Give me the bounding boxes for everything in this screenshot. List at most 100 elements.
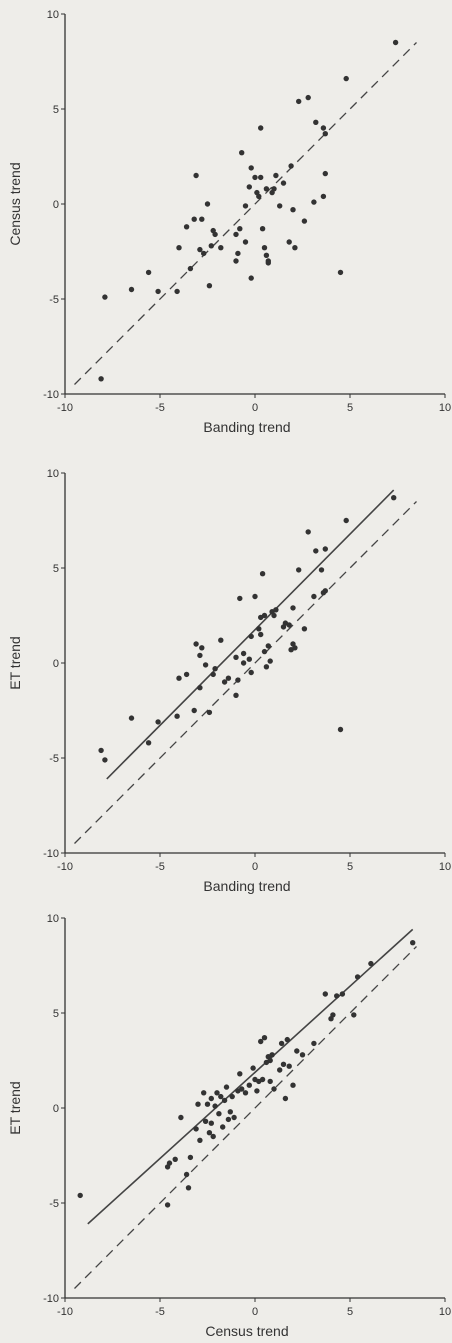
fit-line [87,928,414,1225]
data-point [294,1048,300,1054]
data-point [267,1078,273,1085]
data-point [223,1084,230,1090]
data-point [155,288,161,295]
data-point [290,1082,296,1088]
data-point [273,172,279,179]
chart-panel-3: -10 -5 0 5 10 10 5 0 -5 -10 Census trend ET trend [7,913,451,1339]
data-point [320,125,327,131]
data-point [233,692,239,698]
data-point [259,226,266,232]
data-point [258,174,264,181]
data-point [261,245,268,251]
chart-panel-1: -10 -5 0 5 10 10 5 0 -5 -10 Banding trend Census tr… [7,9,451,435]
data-point [183,224,190,230]
data-point [265,260,271,266]
y-tick-label: 10 [47,9,59,21]
x-tick-label: 0 [252,1306,258,1318]
data-point [252,593,258,600]
data-point [261,612,268,619]
data-point [197,685,203,691]
data-point [311,593,317,600]
data-point [174,288,180,295]
y-axis-label: ET trend [7,1081,23,1134]
y-tick-label: -10 [43,389,59,401]
data-point [185,1185,192,1191]
y-axis-label: ET trend [7,636,23,689]
data-point [204,201,211,207]
y-tick-label: 5 [53,104,59,116]
x-tick-label: 10 [439,861,451,873]
data-point [166,1160,173,1166]
x-tick-label: 10 [439,402,451,414]
data-point [218,1093,224,1100]
data-point [301,626,308,632]
data-point [191,707,197,714]
data-point [201,1090,207,1096]
data-point [343,75,349,82]
data-point [208,243,214,249]
y-tick-label: -10 [43,848,59,860]
y-tick-label: 10 [47,913,59,925]
x-tick-label: 0 [252,402,258,414]
y-tick-label: 0 [53,199,59,211]
data-point [277,1067,283,1073]
data-point [271,1086,277,1092]
data-point [259,1076,266,1083]
data-point [242,203,249,209]
data-point [263,186,270,192]
data-point [318,567,325,573]
data-point [322,546,328,552]
data-point [286,1063,292,1069]
y-tick-label: 5 [53,563,59,575]
data-point [212,231,218,238]
data-point [284,1036,290,1043]
data-point [263,664,270,670]
data-point [248,165,254,171]
data-point [233,258,239,264]
data-point [218,245,224,251]
data-point [330,1012,336,1018]
x-axis-label: Banding trend [203,419,290,435]
data-point [212,1103,218,1109]
data-point [277,203,283,209]
y-tick-label: -5 [49,294,59,306]
identity-line [74,42,417,385]
data-point [368,960,374,967]
data-point [242,1090,249,1096]
data-point [221,679,228,685]
data-point [286,622,292,628]
data-point [102,757,108,763]
data-point [252,174,258,181]
data-point [210,1133,216,1140]
data-point [410,940,416,946]
data-point [227,1109,233,1115]
data-point [322,131,328,137]
data-point [233,231,239,238]
data-point [77,1192,83,1199]
data-point [145,269,152,276]
data-point [218,637,224,643]
data-point [258,125,264,131]
identity-line [74,946,417,1289]
data-point [305,94,311,101]
data-point [240,650,247,657]
data-point [256,626,262,632]
data-point [187,265,194,272]
data-point [193,172,199,179]
data-point [282,1095,289,1102]
y-tick-label: 10 [47,468,59,480]
data-point [193,1126,199,1132]
data-point [288,163,294,169]
data-point [339,991,346,997]
data-point [267,1057,273,1064]
data-point [259,571,266,577]
data-point [164,1202,171,1208]
data-point [201,250,207,257]
data-point [202,1118,209,1125]
x-tick-label: -10 [57,402,73,414]
data-point [261,648,268,655]
data-point [296,98,302,105]
data-point [246,1082,252,1088]
data-point [206,1130,213,1136]
